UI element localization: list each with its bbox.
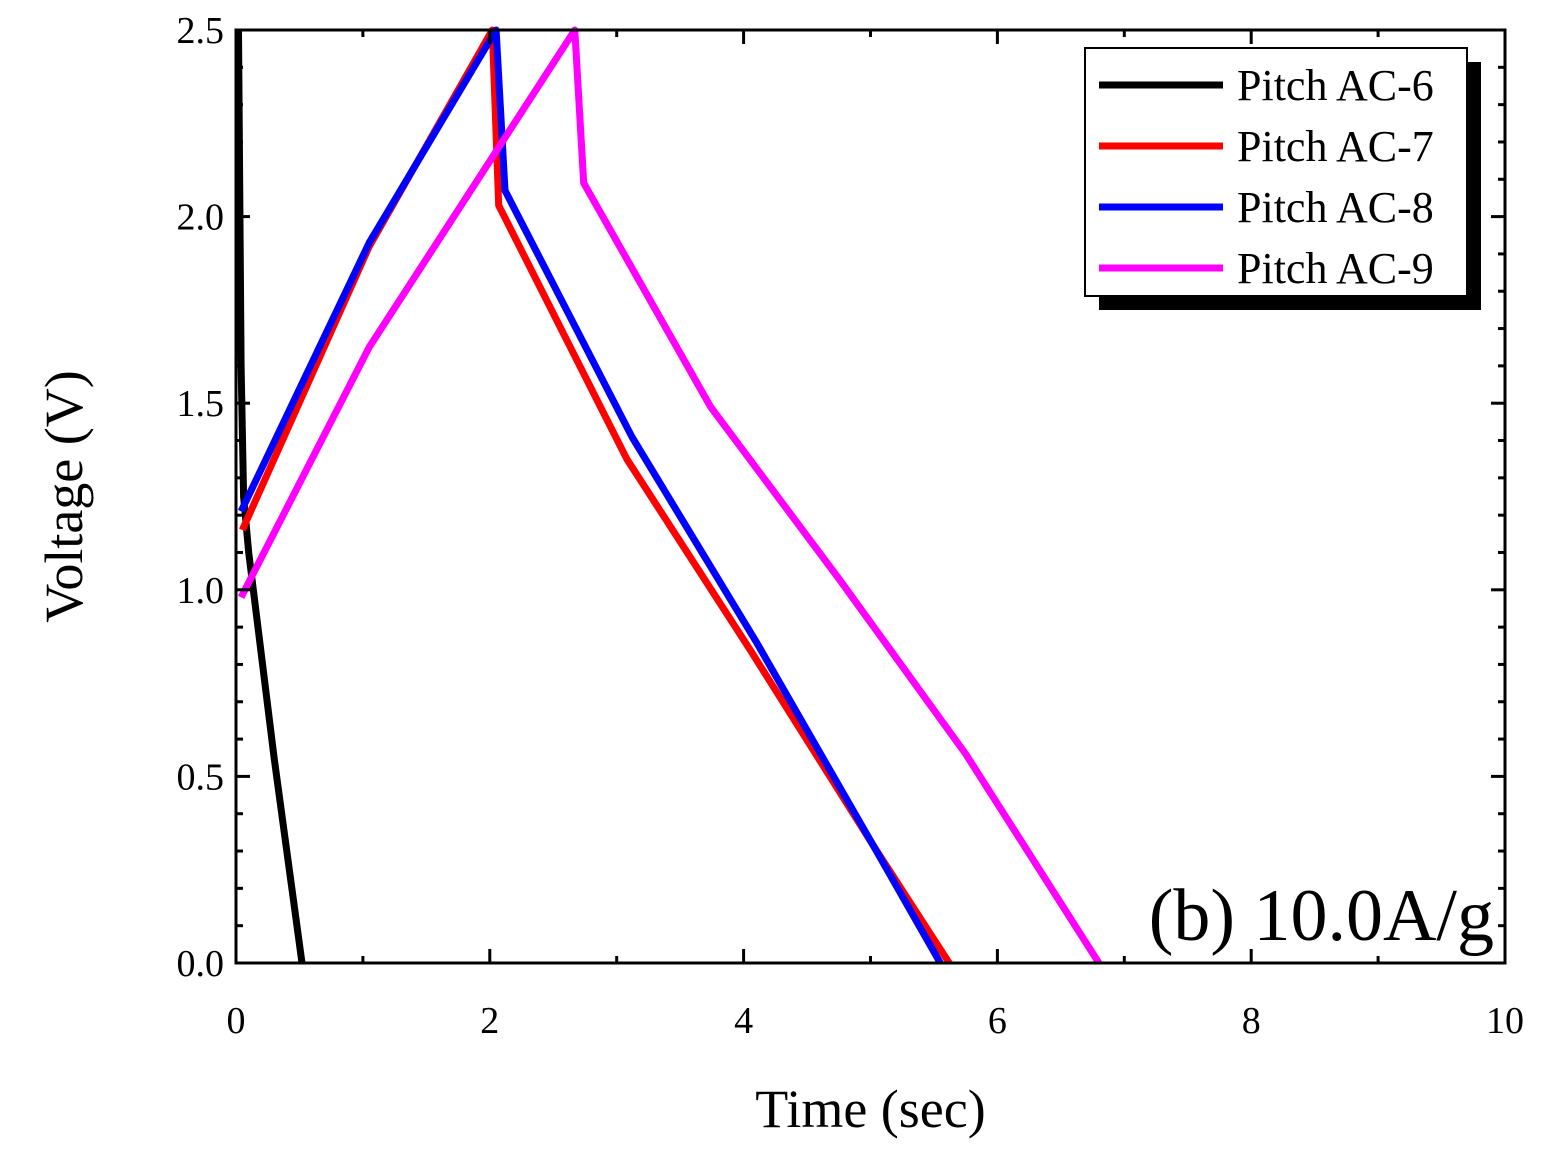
- y-tick-label: 1.5: [177, 383, 225, 425]
- legend-label-4: Pitch AC-9: [1237, 244, 1434, 293]
- y-tick-label: 0.5: [177, 756, 225, 798]
- x-tick-label: 8: [1242, 1000, 1261, 1042]
- series-line-3: [237, 26, 944, 965]
- legend: Pitch AC-6 Pitch AC-7 Pitch AC-8 Pitch AC-9: [1084, 47, 1481, 310]
- x-axis-label: Time (sec): [755, 1079, 985, 1139]
- legend-label-1: Pitch AC-6: [1237, 61, 1434, 110]
- legend-box: [1084, 47, 1468, 297]
- x-tick-label: 10: [1486, 1000, 1524, 1042]
- y-tick-label: 0.0: [177, 943, 225, 985]
- y-tick-label: 1.0: [177, 570, 225, 612]
- plot-frame: [234, 28, 1507, 965]
- chart-annotation: (b) 10.0A/g: [1149, 875, 1494, 957]
- y-tick-label: 2.0: [177, 197, 225, 239]
- x-tick-label: 2: [480, 1000, 499, 1042]
- y-axis-label: Voltage (V): [34, 370, 94, 622]
- series-line-2: [239, 26, 953, 965]
- y-tick-label: 2.5: [177, 10, 225, 52]
- x-tick-label: 6: [988, 1000, 1007, 1042]
- legend-label-3: Pitch AC-8: [1237, 183, 1434, 232]
- x-tick-label: 4: [734, 1000, 753, 1042]
- legend-label-2: Pitch AC-7: [1237, 122, 1434, 171]
- series-layer: [235, 26, 1102, 965]
- x-tick-label: 0: [227, 1000, 246, 1042]
- series-line-4: [237, 26, 1102, 965]
- legend-items: Pitch AC-6 Pitch AC-7 Pitch AC-8 Pitch AC-9: [1099, 61, 1434, 293]
